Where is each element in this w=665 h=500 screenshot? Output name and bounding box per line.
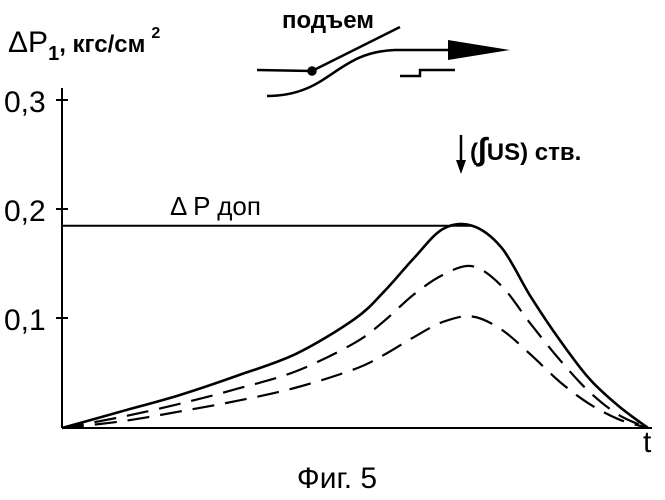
y-axis-label-subscript: 1 [48,43,59,65]
schematic-curve [266,48,455,98]
series-line-3 [61,315,649,430]
y-axis-label-main: ΔP [8,26,48,59]
schematic-step [400,68,455,78]
axes [61,88,652,429]
y-axis-label: ΔP1, кгс/см 2 [8,25,160,65]
series-line-2 [61,264,649,430]
figure-caption: Фиг. 5 [297,462,377,495]
top-label: подъем [282,7,374,34]
series-group [61,222,649,430]
y-tick-label-0-1: 0,1 [4,304,46,337]
y-tick-label-0-2: 0,2 [4,195,46,228]
y-axis-label-unit: , кгс/см [59,31,145,58]
annotation: (∫US) ств. [456,131,581,174]
limit-label: Δ P доп [170,191,261,221]
y-tick-label-0-3: 0,3 [4,86,46,119]
annotation-arrowhead [456,160,466,174]
annotation-text: (∫US) ств. [470,131,581,167]
series-line-1 [61,222,649,430]
x-axis-label: t [643,426,652,459]
schematic-arrowhead [448,40,510,60]
svg-text:ΔP1, кгс/см2: ΔP1, кгс/см 2 [8,25,160,65]
lift-schematic [256,25,510,98]
y-axis-label-superscript: 2 [151,25,160,42]
y-ticks: 0,3 0,2 0,1 [4,86,68,337]
schematic-pivot [307,66,317,76]
